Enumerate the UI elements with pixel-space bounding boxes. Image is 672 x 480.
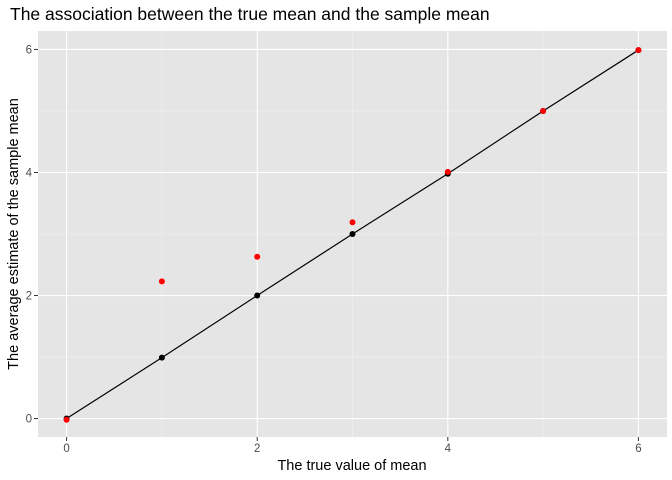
true-mean-point <box>349 231 356 237</box>
sample-mean-point <box>444 168 451 175</box>
x-axis-ticks: 0 2 4 6 <box>63 437 642 455</box>
y-axis-ticks: 0 2 4 6 <box>26 44 38 426</box>
sample-mean-point <box>635 47 642 54</box>
major-gridlines <box>38 31 667 437</box>
y-tick-label: 0 <box>26 414 32 426</box>
sample-mean-point <box>540 107 547 114</box>
true-mean-point <box>158 354 165 361</box>
series-layer <box>63 47 642 423</box>
sample-mean-point <box>349 219 356 226</box>
x-axis-title: The true value of mean <box>277 458 426 474</box>
true-mean-point <box>254 292 261 299</box>
x-tick-label: 6 <box>635 443 641 455</box>
x-tick-label: 2 <box>254 443 260 455</box>
sample-mean-point <box>158 278 165 285</box>
y-axis-title: The average estimate of the sample mean <box>6 98 22 370</box>
y-tick-label: 4 <box>26 167 33 179</box>
y-tick-label: 6 <box>26 44 32 56</box>
sample-mean-point <box>254 253 261 260</box>
sample-mean-point <box>63 416 70 423</box>
chart-title: The association between the true mean an… <box>10 4 490 24</box>
x-tick-label: 0 <box>63 443 69 455</box>
y-tick-label: 2 <box>26 291 32 303</box>
x-tick-label: 4 <box>445 443 452 455</box>
